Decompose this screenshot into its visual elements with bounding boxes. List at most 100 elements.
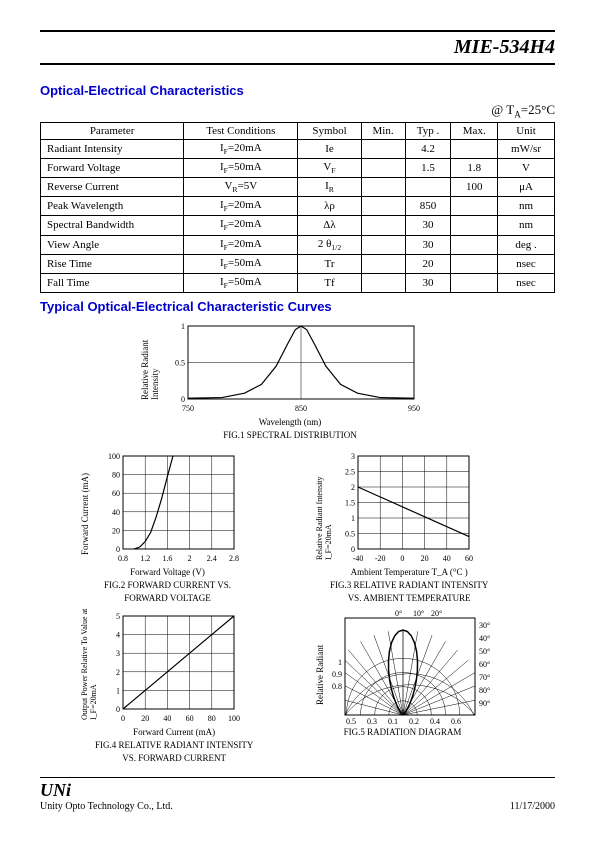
svg-text:0.5: 0.5 xyxy=(345,530,355,539)
cond-sub: A xyxy=(514,110,521,120)
svg-text:0.5: 0.5 xyxy=(346,717,356,725)
table-header: Max. xyxy=(451,122,498,139)
table-cell xyxy=(361,197,405,216)
table-row: Peak WavelengthIF=20mAλρ850nm xyxy=(41,197,555,216)
table-header: Parameter xyxy=(41,122,184,139)
svg-text:20: 20 xyxy=(112,526,120,535)
svg-text:60°: 60° xyxy=(479,660,490,669)
table-cell: VR=5V xyxy=(184,177,298,196)
table-cell: 30 xyxy=(405,235,451,254)
condition-note: @ TA=25°C xyxy=(40,102,555,120)
table-cell xyxy=(451,235,498,254)
svg-text:40°: 40° xyxy=(479,634,490,643)
table-cell: IF=20mA xyxy=(184,216,298,235)
table-cell: 30 xyxy=(405,216,451,235)
header-rule-bottom xyxy=(40,63,555,65)
footer: UNi Unity Opto Technology Co., Ltd. 11/1… xyxy=(40,777,555,812)
svg-text:0°: 0° xyxy=(395,610,402,618)
svg-text:3: 3 xyxy=(116,649,120,658)
svg-text:2.4: 2.4 xyxy=(207,554,217,563)
table-cell: Forward Voltage xyxy=(41,158,184,177)
curves-title: Typical Optical-Electrical Characteristi… xyxy=(40,299,555,314)
date: 11/17/2000 xyxy=(510,801,555,812)
fig2-iv: 0.81.21.622.42.8020406080100 Forward Vol… xyxy=(95,450,240,603)
part-number: MIE-534H4 xyxy=(40,36,555,59)
table-cell: nm xyxy=(498,216,555,235)
svg-text:0.4: 0.4 xyxy=(430,717,440,725)
table-cell: Fall Time xyxy=(41,273,184,292)
table-cell: Tf xyxy=(298,273,361,292)
table-cell: λρ xyxy=(298,197,361,216)
svg-text:2: 2 xyxy=(116,668,120,677)
svg-text:1.6: 1.6 xyxy=(162,554,172,563)
svg-text:3: 3 xyxy=(351,452,355,461)
svg-text:100: 100 xyxy=(228,714,240,723)
svg-text:0.3: 0.3 xyxy=(367,717,377,725)
fig3-xlabel: Ambient Temperature T_A (°C ) xyxy=(330,567,488,578)
svg-text:2: 2 xyxy=(351,483,355,492)
fig1-caption: FIG.1 SPECTRAL DISTRIBUTION xyxy=(160,430,420,441)
svg-text:70°: 70° xyxy=(479,673,490,682)
table-row: Forward VoltageIF=50mAVF1.51.8V xyxy=(41,158,555,177)
table-cell: 850 xyxy=(405,197,451,216)
svg-text:1: 1 xyxy=(181,322,185,331)
cond-prefix: @ T xyxy=(491,102,514,117)
table-cell: V xyxy=(498,158,555,177)
svg-text:1.2: 1.2 xyxy=(140,554,150,563)
svg-text:1: 1 xyxy=(116,686,120,695)
fig4-cap2: VS. FORWARD CURRENT xyxy=(95,753,253,764)
svg-text:40: 40 xyxy=(163,714,171,723)
svg-text:40: 40 xyxy=(443,554,451,563)
svg-text:100: 100 xyxy=(108,452,120,461)
svg-text:90°: 90° xyxy=(479,699,490,708)
table-cell: 1.8 xyxy=(451,158,498,177)
table-row: Radiant IntensityIF=20mAIe4.2mW/sr xyxy=(41,139,555,158)
section-title: Optical-Electrical Characteristics xyxy=(40,83,555,98)
fig2-ylabel: Forward Current (mA) xyxy=(80,445,90,555)
svg-text:20°: 20° xyxy=(431,610,442,618)
table-cell: nm xyxy=(498,197,555,216)
table-cell xyxy=(451,197,498,216)
table-cell xyxy=(361,254,405,273)
table-cell: Δλ xyxy=(298,216,361,235)
table-header: Unit xyxy=(498,122,555,139)
table-cell xyxy=(451,139,498,158)
table-cell xyxy=(451,254,498,273)
table-cell: IF=20mA xyxy=(184,235,298,254)
table-cell xyxy=(451,273,498,292)
svg-text:0.5: 0.5 xyxy=(175,359,185,368)
fig3-cap2: VS. AMBIENT TEMPERATURE xyxy=(330,593,488,604)
fig4-cap1: FIG.4 RELATIVE RADIANT INTENSITY xyxy=(95,740,253,751)
table-row: Fall TimeIF=50mATf30nsec xyxy=(41,273,555,292)
svg-text:0.8: 0.8 xyxy=(118,554,128,563)
table-header: Symbol xyxy=(298,122,361,139)
fig1-spectral: 75085095000.51 Wavelength (nm) FIG.1 SPE… xyxy=(160,320,420,441)
svg-text:4: 4 xyxy=(116,631,120,640)
table-cell: IR xyxy=(298,177,361,196)
svg-text:-40: -40 xyxy=(353,554,364,563)
table-cell: mW/sr xyxy=(498,139,555,158)
fig4-ylabel: Output Power Relative To Value at I_F=20… xyxy=(80,605,98,720)
table-cell: IF=50mA xyxy=(184,273,298,292)
svg-text:0: 0 xyxy=(351,545,355,554)
table-cell: 2 θ1/2 xyxy=(298,235,361,254)
svg-text:-20: -20 xyxy=(375,554,386,563)
fig3-cap1: FIG.3 RELATIVE RADIANT INTENSITY xyxy=(330,580,488,591)
svg-text:0.1: 0.1 xyxy=(388,717,398,725)
fig5-caption: FIG.5 RADIATION DIAGRAM xyxy=(325,727,480,738)
table-cell xyxy=(361,235,405,254)
svg-text:950: 950 xyxy=(408,404,420,413)
fig2-xlabel: Forward Voltage (V) xyxy=(95,567,240,578)
fig2-cap1: FIG.2 FORWARD CURRENT VS. xyxy=(95,580,240,591)
header-rule-top xyxy=(40,30,555,32)
svg-text:0.9: 0.9 xyxy=(332,670,342,679)
table-cell: Spectral Bandwidth xyxy=(41,216,184,235)
table-cell xyxy=(361,216,405,235)
table-cell xyxy=(451,216,498,235)
table-cell: nsec xyxy=(498,273,555,292)
characteristics-table: ParameterTest ConditionsSymbolMin.Typ .M… xyxy=(40,122,555,294)
svg-text:50°: 50° xyxy=(479,647,490,656)
table-cell: Radiant Intensity xyxy=(41,139,184,158)
fig5-radiation: 0.50.30.10.20.40.60°10°20°30°40°50°60°70… xyxy=(325,610,500,738)
svg-text:0.6: 0.6 xyxy=(451,717,461,725)
